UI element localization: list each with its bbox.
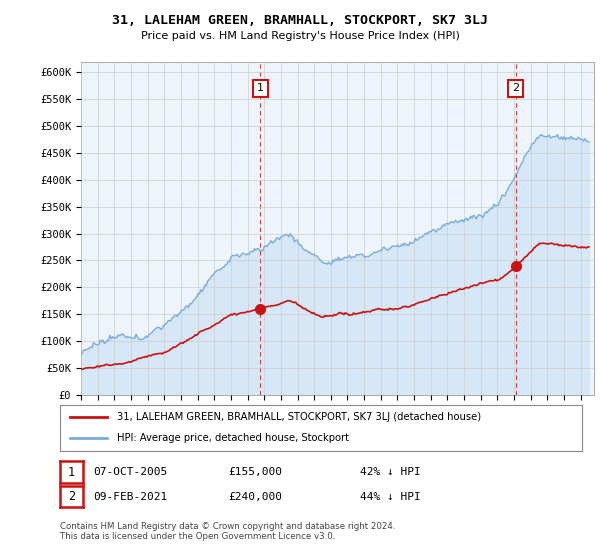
Text: 1: 1 — [257, 83, 264, 94]
Text: 2: 2 — [68, 490, 75, 503]
Text: HPI: Average price, detached house, Stockport: HPI: Average price, detached house, Stoc… — [118, 433, 349, 444]
Text: Price paid vs. HM Land Registry's House Price Index (HPI): Price paid vs. HM Land Registry's House … — [140, 31, 460, 41]
Text: 09-FEB-2021: 09-FEB-2021 — [93, 492, 167, 502]
Text: 31, LALEHAM GREEN, BRAMHALL, STOCKPORT, SK7 3LJ (detached house): 31, LALEHAM GREEN, BRAMHALL, STOCKPORT, … — [118, 412, 482, 422]
Text: £240,000: £240,000 — [228, 492, 282, 502]
Text: 07-OCT-2005: 07-OCT-2005 — [93, 467, 167, 477]
Text: 44% ↓ HPI: 44% ↓ HPI — [360, 492, 421, 502]
Text: 31, LALEHAM GREEN, BRAMHALL, STOCKPORT, SK7 3LJ: 31, LALEHAM GREEN, BRAMHALL, STOCKPORT, … — [112, 14, 488, 27]
Text: 2: 2 — [512, 83, 519, 94]
Text: £155,000: £155,000 — [228, 467, 282, 477]
Text: Contains HM Land Registry data © Crown copyright and database right 2024.
This d: Contains HM Land Registry data © Crown c… — [60, 522, 395, 542]
Text: 1: 1 — [68, 465, 75, 479]
Text: 42% ↓ HPI: 42% ↓ HPI — [360, 467, 421, 477]
